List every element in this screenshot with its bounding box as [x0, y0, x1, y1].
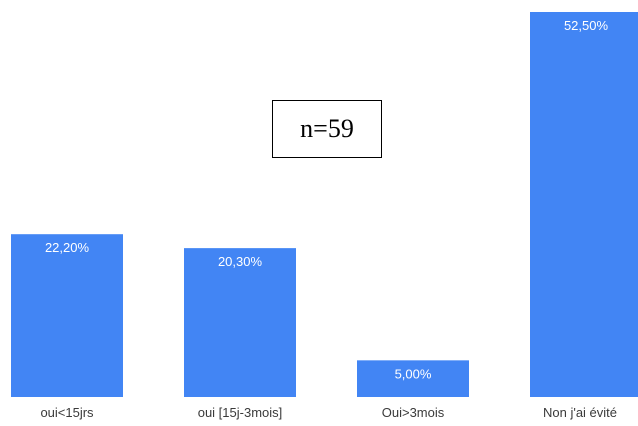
bar-value-label-1: 20,30% — [218, 254, 263, 269]
category-label-0: oui<15jrs — [40, 405, 94, 420]
bar-value-label-0: 22,20% — [45, 240, 90, 255]
bar-1 — [184, 248, 296, 397]
bar-3 — [530, 12, 638, 397]
bar-value-label-2: 5,00% — [395, 366, 432, 381]
category-label-3: Non j'ai évité — [543, 405, 617, 420]
category-label-2: Oui>3mois — [382, 405, 445, 420]
category-label-1: oui [15j-3mois] — [198, 405, 283, 420]
bar-2 — [357, 360, 469, 397]
bar-value-label-3: 52,50% — [564, 18, 609, 33]
bar-0 — [11, 234, 123, 397]
sample-size-annotation: n=59 — [272, 100, 382, 158]
